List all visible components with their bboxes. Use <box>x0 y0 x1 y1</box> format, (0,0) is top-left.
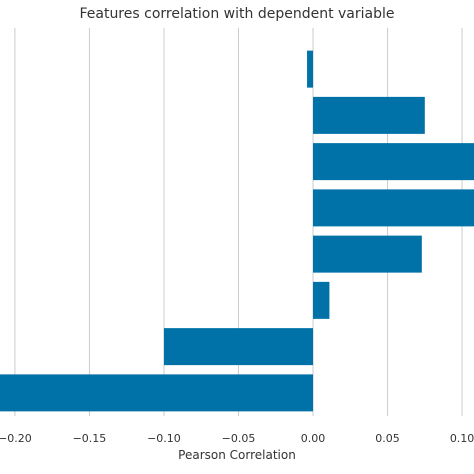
x-tick-label: 0.00 <box>301 432 326 445</box>
x-tick-label: −0.20 <box>0 432 32 445</box>
x-tick-label: 0.10 <box>450 432 474 445</box>
x-tick-label: 0.05 <box>375 432 400 445</box>
bar-layer <box>0 50 474 412</box>
bar <box>0 374 314 412</box>
bar <box>313 96 425 134</box>
x-tick-label: −0.05 <box>222 432 256 445</box>
x-tick-label: −0.15 <box>73 432 107 445</box>
bar <box>313 189 474 227</box>
bar <box>307 50 314 88</box>
bar <box>163 328 314 366</box>
bar <box>313 143 474 181</box>
x-tick-layer: −0.20 −0.15 −0.10 −0.05 0.00 0.05 0.10 <box>0 432 474 445</box>
bar <box>313 235 422 273</box>
bar <box>313 281 330 319</box>
x-axis-label: Pearson Correlation <box>178 448 296 462</box>
x-tick-label: −0.10 <box>147 432 181 445</box>
chart-title: Features correlation with dependent vari… <box>79 6 395 22</box>
